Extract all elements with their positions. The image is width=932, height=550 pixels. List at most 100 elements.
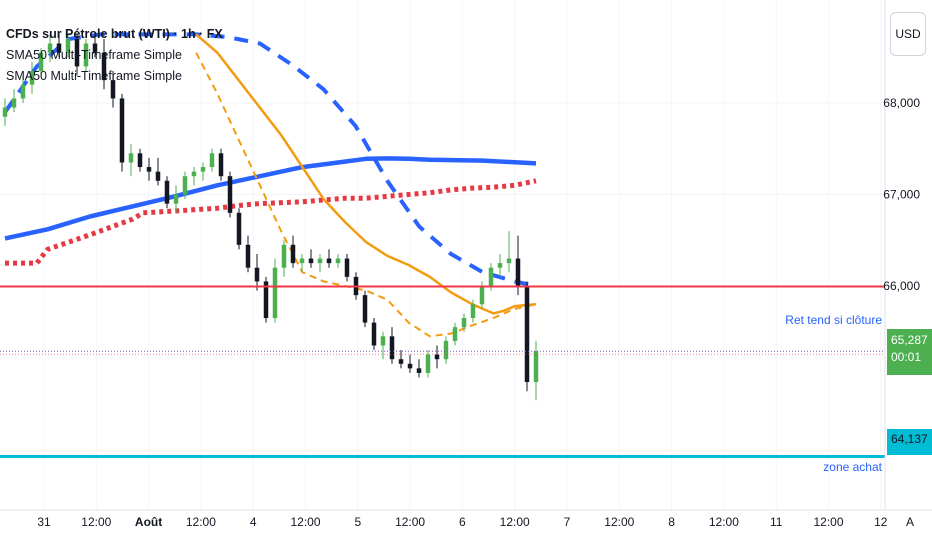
chart-legend: CFDs sur Pétrole brut (WTI) · 1h · FX SM…: [6, 24, 223, 87]
last-price-tag: 65,287 00:01: [887, 329, 932, 375]
symbol-title[interactable]: CFDs sur Pétrole brut (WTI) · 1h · FX: [6, 27, 223, 41]
candle-body: [362, 295, 368, 323]
candle-body: [407, 363, 413, 369]
auto-scale-button[interactable]: A: [906, 515, 914, 529]
time-tick-label: 12:00: [500, 515, 530, 529]
candle-body: [479, 286, 485, 305]
candle-body: [326, 258, 332, 264]
indicator-label-2[interactable]: SMA50 Multi-Timeframe Simple: [6, 69, 182, 83]
candle-body: [137, 153, 143, 168]
candle-body: [2, 107, 8, 117]
indicator-label-1[interactable]: SMA50 Multi-Timeframe Simple: [6, 48, 182, 62]
candle-body: [200, 167, 206, 172]
time-tick-label: 12: [874, 515, 888, 529]
time-tick-label: 12:00: [81, 515, 111, 529]
time-tick-label: 12:00: [813, 515, 843, 529]
time-tick-label: 31: [37, 515, 51, 529]
candle-body: [533, 351, 539, 383]
red-line-label: Ret tend si clôture: [785, 313, 882, 327]
time-tick-label: 7: [564, 515, 571, 529]
sma-line-red-dotted: [5, 178, 537, 266]
candle-body: [425, 354, 431, 373]
time-tick-label: 12:00: [186, 515, 216, 529]
time-tick-label: 6: [459, 515, 466, 529]
candle-body: [110, 80, 116, 99]
price-tick-label: 67,000: [883, 188, 920, 202]
candle-body: [227, 176, 233, 213]
candle-body: [371, 322, 377, 346]
candle-body: [182, 176, 188, 195]
candle-body: [497, 263, 503, 268]
candle-body: [317, 258, 323, 264]
time-tick-label: 12:00: [290, 515, 320, 529]
candle-body: [119, 98, 125, 163]
currency-button[interactable]: USD: [890, 12, 926, 56]
candle-body: [92, 43, 98, 53]
candle-body: [191, 171, 197, 177]
candle-body: [515, 258, 521, 286]
time-tick-label: 12:00: [395, 515, 425, 529]
candle-body: [461, 318, 467, 328]
candle-body: [74, 38, 80, 67]
candle-body: [20, 84, 26, 99]
candle-body: [173, 194, 179, 204]
candle-body: [308, 258, 314, 264]
countdown-timer: 00:01: [891, 350, 922, 364]
candle-body: [488, 267, 494, 286]
candle-body: [344, 258, 350, 277]
candle-body: [218, 153, 224, 177]
candle-body: [389, 336, 395, 360]
horizontal-levels: [0, 285, 885, 458]
candle-body: [38, 52, 44, 71]
candle-body: [299, 258, 305, 264]
candle-body: [65, 38, 71, 53]
candle-body: [164, 180, 170, 204]
candle-body: [290, 244, 296, 264]
time-tick-label: 8: [668, 515, 675, 529]
last-price-value: 65,287: [891, 333, 928, 347]
candle-body: [263, 281, 269, 319]
candle-body: [398, 359, 404, 364]
candle-body: [272, 267, 278, 319]
candle-body: [146, 167, 152, 172]
candle-body: [11, 98, 17, 108]
time-tick-label: 11: [770, 515, 783, 529]
zone-price-tag: 64,137: [887, 429, 932, 455]
candle-body: [83, 43, 89, 67]
time-tick-label: 12:00: [709, 515, 739, 529]
cyan-line-label: zone achat: [823, 460, 882, 474]
price-tick-label: 68,000: [883, 96, 920, 110]
candle-body: [155, 171, 161, 181]
candle-body: [209, 153, 215, 168]
time-axis[interactable]: 31 12:00 Août 12:00 4 12:00 5 12:00 6 12:00 7 12:00…: [37, 515, 887, 529]
candle-body: [443, 340, 449, 360]
candlesticks: [2, 33, 539, 401]
candle-body: [254, 267, 260, 282]
candle-body: [47, 43, 53, 53]
chart-grid: [0, 102, 885, 287]
candle-body: [29, 70, 35, 85]
price-tick-label: 66,000: [883, 279, 920, 293]
sma-line-blue-solid: [4, 156, 537, 241]
candle-body: [281, 244, 287, 268]
candle-body: [470, 304, 476, 319]
candle-body: [434, 354, 440, 360]
candle-body: [101, 52, 107, 81]
candle-body: [56, 43, 62, 53]
price-axis[interactable]: 66,000 67,000 68,000: [883, 96, 920, 293]
candle-body: [245, 244, 251, 268]
candle-body: [128, 153, 134, 163]
sma-line-orange-solid: [195, 33, 537, 315]
candle-body: [380, 336, 386, 346]
time-tick-label: 4: [250, 515, 257, 529]
candle-body: [524, 286, 530, 383]
time-tick-label: 5: [354, 515, 361, 529]
candle-body: [335, 258, 341, 264]
candle-body: [416, 368, 422, 373]
time-tick-label: Août: [135, 515, 162, 529]
candle-body: [452, 327, 458, 341]
candle-body: [506, 258, 512, 264]
candle-body: [236, 212, 242, 245]
time-tick-label: 12:00: [604, 515, 634, 529]
